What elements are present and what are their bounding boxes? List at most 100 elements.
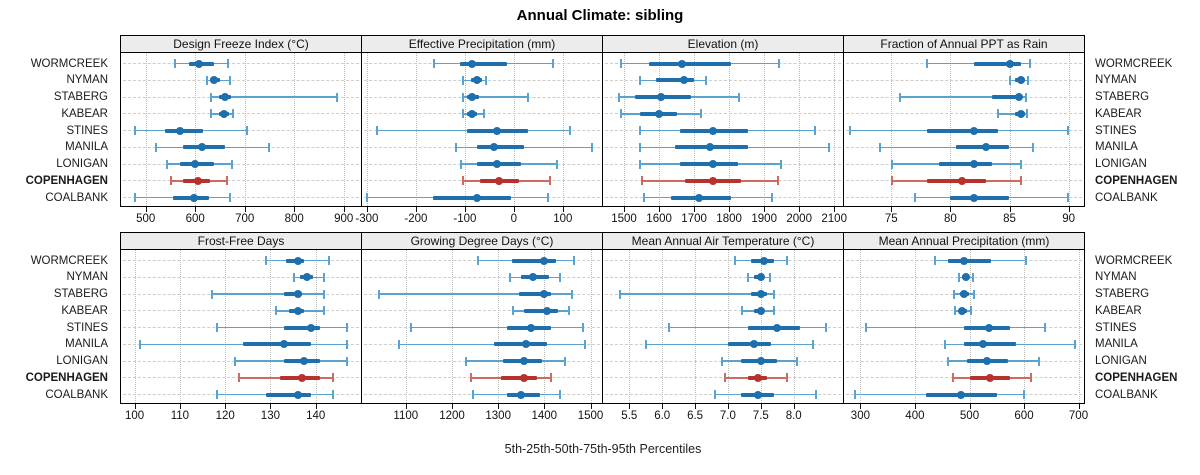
panel-strip-title: Elevation (m) (602, 35, 844, 53)
iqr-bar (518, 292, 552, 296)
axis-tick-label: 90 (1062, 213, 1075, 225)
median-dot (957, 390, 966, 399)
axis-tick (662, 404, 664, 409)
gridline (225, 250, 227, 403)
median-dot (300, 357, 309, 365)
plot-panel: Fraction of Annual PPT as Rain 75 80 85 90 (843, 35, 1085, 231)
whisker-cap-5th (997, 109, 1000, 119)
axis-tick (969, 404, 971, 409)
median-dot (194, 59, 203, 68)
axis-tick (629, 404, 631, 409)
median-dot (528, 273, 537, 282)
gridline (624, 53, 625, 206)
median-dot (209, 76, 218, 85)
whisker-cap-95th (1029, 59, 1032, 68)
axis-tick (498, 404, 500, 409)
axis-tick (760, 404, 762, 409)
axis-tick (793, 404, 795, 409)
median-dot (961, 273, 970, 282)
whisker-cap-95th (323, 289, 326, 299)
whisker-cap-5th (470, 373, 472, 383)
whisker-cap-5th (641, 176, 643, 186)
median-dot (958, 306, 967, 315)
whisker-cap-5th (265, 256, 268, 265)
whisker-cap-5th (854, 390, 857, 399)
median-dot (695, 193, 704, 202)
station-label: COPENHAGEN (1095, 174, 1178, 187)
station-label: COPENHAGEN (25, 174, 108, 187)
row-guide (123, 163, 359, 165)
axis-tick (1009, 207, 1011, 212)
median-dot (521, 340, 530, 349)
station-label: MANILA (1095, 338, 1138, 351)
axis-tick-label: 400 (905, 410, 925, 422)
whisker-cap-5th (899, 92, 902, 102)
axis-tick-label: 300 (850, 410, 870, 422)
axis-tick-label: 100 (553, 213, 573, 225)
iqr-bar (926, 128, 998, 133)
whisker-cap-95th (827, 142, 830, 152)
median-dot (298, 373, 307, 382)
gridline (860, 250, 862, 403)
plot-panel: Elevation (m) 1500 1600 1700 1800 1900 2000 210… (602, 35, 847, 231)
whisker-cap-95th (482, 109, 485, 119)
row-guide (364, 310, 600, 312)
median-dot (220, 93, 229, 101)
median-dot (979, 340, 988, 349)
station-label: WORMCREEK (30, 57, 108, 70)
whisker-cap-95th (568, 306, 571, 316)
whisker-cap-95th (1019, 159, 1022, 169)
whisker-cap-95th (323, 306, 326, 316)
whisker-cap-95th (1025, 109, 1028, 119)
panel-plot-area (361, 250, 603, 404)
whisker-cap-5th (958, 272, 960, 282)
axis-tick-label: 1800 (716, 213, 742, 225)
iqr-bar (648, 61, 731, 66)
station-label: MANILA (65, 338, 108, 351)
median-dot (473, 193, 482, 202)
axis-tick-label: 100 (125, 410, 145, 422)
iqr-bar (655, 78, 695, 83)
axis-tick-label: 8.0 (785, 410, 802, 422)
axis-tick-label: 120 (215, 410, 235, 422)
axis-tick (145, 207, 147, 212)
panel-plot-area (361, 53, 603, 207)
whisker-cap-5th (377, 289, 380, 299)
whisker-cap-5th (639, 75, 642, 85)
whisker-cap-95th (769, 272, 772, 282)
median-dot (970, 160, 978, 168)
axis-tick (544, 404, 546, 409)
iqr-bar (512, 258, 556, 263)
row-guide (123, 113, 359, 115)
panel-strip-title: Mean Annual Precipitation (mm) (843, 232, 1085, 250)
median-dot (468, 93, 477, 101)
median-dot (519, 373, 528, 382)
axis-tick (729, 207, 731, 212)
row-guide (605, 310, 841, 312)
whisker-cap-95th (795, 356, 798, 366)
median-dot (1005, 59, 1014, 68)
iqr-bar (974, 61, 1022, 66)
whisker-cap-5th (410, 323, 412, 332)
whisker-cap-95th (780, 159, 783, 169)
panel-plot-area (120, 53, 362, 207)
axis-tick (513, 207, 515, 212)
axis-tick-label: 2000 (786, 213, 812, 225)
whisker-cap-5th (376, 126, 379, 135)
station-label: STINES (1095, 124, 1137, 137)
median-dot (709, 160, 718, 168)
median-dot (960, 256, 968, 265)
whisker-cap-95th (1031, 142, 1034, 152)
panel-plot-area (120, 250, 362, 404)
iqr-bar (926, 178, 986, 183)
row-guide (123, 63, 359, 64)
axis-tick (343, 207, 345, 212)
axis-tick-label: 7.0 (719, 410, 736, 422)
whisker-cap-95th (590, 142, 593, 152)
iqr-bar (265, 392, 312, 397)
whisker-cap-5th (720, 356, 723, 366)
median-dot (958, 176, 967, 185)
axis-tick-label: 500 (136, 213, 156, 225)
station-label: MANILA (65, 141, 108, 154)
